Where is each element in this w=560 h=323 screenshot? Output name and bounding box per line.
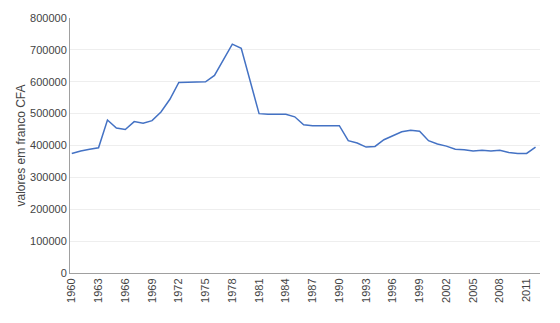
svg-text:1987: 1987 (306, 278, 318, 302)
svg-text:400000: 400000 (30, 139, 67, 151)
svg-text:700000: 700000 (30, 44, 67, 56)
svg-text:2008: 2008 (493, 278, 505, 302)
svg-text:1960: 1960 (65, 278, 77, 302)
svg-text:1969: 1969 (146, 278, 158, 302)
svg-text:500000: 500000 (30, 107, 67, 119)
svg-text:2011: 2011 (520, 278, 532, 302)
svg-text:800000: 800000 (30, 12, 67, 24)
svg-text:0: 0 (61, 267, 67, 279)
svg-text:600000: 600000 (30, 76, 67, 88)
svg-text:1999: 1999 (413, 278, 425, 302)
svg-text:1975: 1975 (199, 278, 211, 302)
svg-text:1963: 1963 (92, 278, 104, 302)
svg-text:1966: 1966 (119, 278, 131, 302)
svg-text:1978: 1978 (226, 278, 238, 302)
svg-text:300000: 300000 (30, 171, 67, 183)
svg-text:1972: 1972 (172, 278, 184, 302)
svg-text:1984: 1984 (279, 278, 291, 302)
svg-text:1996: 1996 (386, 278, 398, 302)
svg-text:1993: 1993 (360, 278, 372, 302)
svg-text:valores em franco CFA: valores em franco CFA (14, 84, 28, 206)
svg-text:200000: 200000 (30, 203, 67, 215)
svg-text:1990: 1990 (333, 278, 345, 302)
svg-text:2002: 2002 (440, 278, 452, 302)
svg-text:2005: 2005 (467, 278, 479, 302)
svg-text:100000: 100000 (30, 235, 67, 247)
svg-text:1981: 1981 (253, 278, 265, 302)
